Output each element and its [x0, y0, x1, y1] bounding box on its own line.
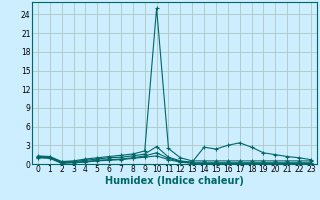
X-axis label: Humidex (Indice chaleur): Humidex (Indice chaleur) — [105, 176, 244, 186]
